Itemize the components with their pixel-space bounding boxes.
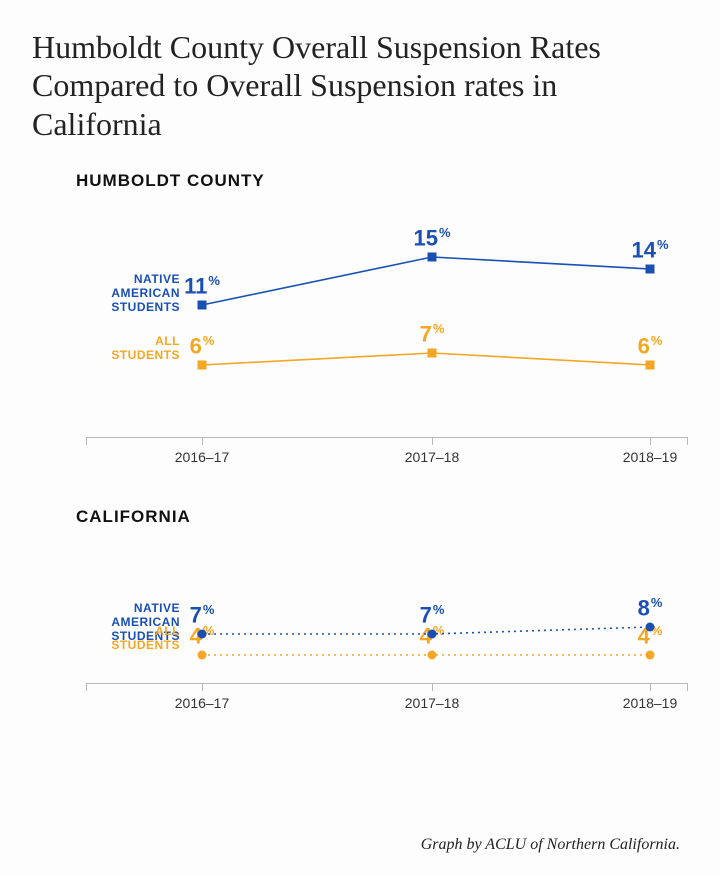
marker-humboldt-native-0 — [198, 301, 207, 310]
plot-svg-california — [32, 537, 712, 717]
x-axis-california — [86, 683, 687, 684]
x-label-california-1: 2017–18 — [405, 695, 460, 711]
chart-area-humboldt: 11%15%14%NATIVE AMERICAN STUDENTS6%7%6%A… — [32, 201, 688, 471]
marker-california-native-0 — [198, 630, 207, 639]
page-title: Humboldt County Overall Suspension Rates… — [32, 28, 688, 143]
marker-humboldt-all-2 — [646, 361, 655, 370]
series-line-humboldt-all — [202, 353, 650, 365]
tick-end-l-humboldt — [86, 437, 87, 445]
marker-humboldt-native-2 — [646, 265, 655, 274]
series-line-humboldt-native — [202, 257, 650, 305]
tick-humboldt-2 — [650, 437, 651, 445]
tick-humboldt-1 — [432, 437, 433, 445]
tick-california-0 — [202, 683, 203, 691]
tick-end-r-humboldt — [687, 437, 688, 445]
plot-svg-humboldt — [32, 201, 712, 471]
marker-humboldt-all-0 — [198, 361, 207, 370]
tick-humboldt-0 — [202, 437, 203, 445]
marker-humboldt-all-1 — [428, 349, 437, 358]
marker-california-all-0 — [198, 651, 207, 660]
tick-california-2 — [650, 683, 651, 691]
marker-humboldt-native-1 — [428, 253, 437, 262]
credit-text: Graph by ACLU of Northern California. — [421, 836, 680, 854]
panel-title-california: CALIFORNIA — [76, 507, 688, 527]
marker-california-native-2 — [646, 623, 655, 632]
x-label-california-2: 2018–19 — [623, 695, 678, 711]
marker-california-native-1 — [428, 630, 437, 639]
x-label-humboldt-2: 2018–19 — [623, 449, 678, 465]
marker-california-all-2 — [646, 651, 655, 660]
x-label-humboldt-1: 2017–18 — [405, 449, 460, 465]
chart-panel-humboldt: HUMBOLDT COUNTY 11%15%14%NATIVE AMERICAN … — [32, 171, 688, 471]
panel-title-humboldt: HUMBOLDT COUNTY — [76, 171, 688, 191]
marker-california-all-1 — [428, 651, 437, 660]
series-line-california-native — [202, 627, 650, 634]
x-label-california-0: 2016–17 — [175, 695, 230, 711]
tick-california-1 — [432, 683, 433, 691]
chart-area-california: 7%7%8%NATIVE AMERICAN STUDENTS4%4%4%ALL … — [32, 537, 688, 717]
chart-panel-california: CALIFORNIA 7%7%8%NATIVE AMERICAN STUDENTS… — [32, 507, 688, 717]
x-axis-humboldt — [86, 437, 687, 438]
tick-end-r-california — [687, 683, 688, 691]
x-label-humboldt-0: 2016–17 — [175, 449, 230, 465]
tick-end-l-california — [86, 683, 87, 691]
